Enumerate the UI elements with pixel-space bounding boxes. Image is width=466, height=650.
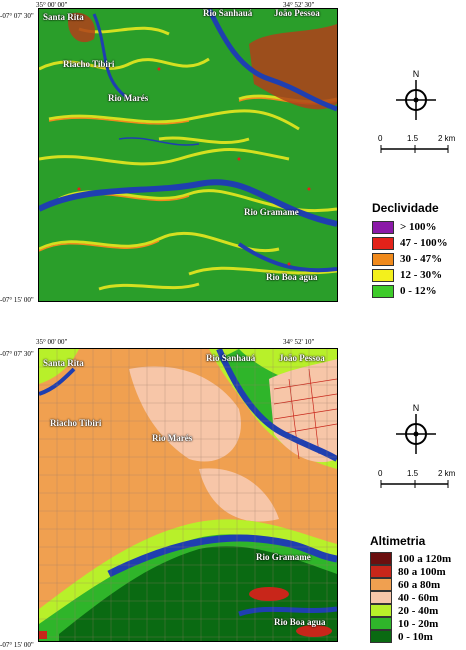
- map2-label-santa-rita: Santa Rita: [43, 358, 84, 368]
- legend-label: 30 - 47%: [400, 253, 443, 265]
- map1-coord-top-left: 35° 00' 00": [36, 1, 68, 9]
- legend-label: 0 - 10m: [398, 630, 433, 643]
- legend-label: 40 - 60m: [398, 591, 439, 604]
- legend-swatch: [372, 236, 394, 250]
- map1-label-rio-sanhaua: Rio Sanhauá: [203, 8, 253, 18]
- elevation-legend: Altimetria 100 a 120m 80 a 100m 60 a 80m…: [370, 534, 451, 643]
- legend-swatch: [370, 578, 392, 591]
- legend-swatch: [370, 591, 392, 604]
- map1-label-rio-gramame: Rio Gramame: [244, 207, 299, 217]
- north-arrow-icon: N: [386, 402, 446, 462]
- map1-label-riacho-tibiri: Riacho Tibiri: [63, 59, 115, 69]
- scale-bar-1: 0 1.5 2 km: [378, 134, 458, 164]
- map2-coord-top-right: 34° 52' 10": [283, 338, 315, 346]
- scale-label-end: 2 km: [438, 469, 456, 478]
- map1-label-santa-rita: Santa Rita: [43, 12, 84, 22]
- map2-coord-top-left: 35° 00' 00": [36, 338, 68, 346]
- legend-label: 60 a 80m: [398, 578, 441, 591]
- map2-label-rio-boa-agua: Rio Boa agua: [274, 617, 326, 627]
- legend-swatch: [370, 565, 392, 578]
- elevation-map: [38, 348, 338, 642]
- legend-item: 60 a 80m: [370, 578, 451, 591]
- legend-item: 0 - 12%: [372, 283, 448, 299]
- legend-label: 20 - 40m: [398, 604, 439, 617]
- legend-swatch: [372, 284, 394, 298]
- legend-label: > 100%: [400, 221, 437, 233]
- north-arrow-icon: N: [386, 68, 446, 128]
- map2-label-rio-mares: Rio Marés: [152, 433, 193, 443]
- map2-coord-left-bottom: -07° 15' 00": [0, 641, 34, 649]
- legend-swatch: [372, 268, 394, 282]
- map2-label-joao-pessoa: João Pessoa: [279, 353, 325, 363]
- map1-coord-top-right: 34° 52' 30": [283, 1, 315, 9]
- legend-item: 12 - 30%: [372, 267, 448, 283]
- legend-item: 100 a 120m: [370, 552, 451, 565]
- legend-item: > 100%: [372, 219, 448, 235]
- scale-label-end: 2 km: [438, 134, 456, 143]
- legend-swatch: [370, 617, 392, 630]
- legend-title: Altimetria: [370, 534, 426, 548]
- legend-label: 100 a 120m: [398, 552, 452, 565]
- map2-label-rio-sanhaua: Rio Sanhauá: [206, 353, 256, 363]
- legend-item: 80 a 100m: [370, 565, 451, 578]
- legend-swatch: [372, 220, 394, 234]
- scale-label-0: 0: [378, 469, 383, 478]
- legend-item: 47 - 100%: [372, 235, 448, 251]
- legend-title: Declividade: [372, 201, 439, 215]
- map2-label-riacho-tibiri: Riacho Tibiri: [50, 418, 102, 428]
- legend-label: 47 - 100%: [400, 237, 448, 249]
- map1-coord-left-bottom: -07° 15' 00": [0, 296, 34, 304]
- map2-coord-left-top: -07° 07' 30": [0, 350, 34, 358]
- legend-item: 10 - 20m: [370, 617, 451, 630]
- legend-item: 0 - 10m: [370, 630, 451, 643]
- legend-label: 0 - 12%: [400, 285, 437, 297]
- legend-label: 12 - 30%: [400, 269, 443, 281]
- map2-label-rio-gramame: Rio Gramame: [256, 552, 311, 562]
- slope-legend: Declividade > 100% 47 - 100% 30 - 47% 12…: [372, 201, 448, 299]
- slope-map: [38, 8, 338, 302]
- scale-label-mid: 1.5: [407, 469, 419, 478]
- map1-label-rio-mares: Rio Marés: [108, 93, 149, 103]
- legend-item: 30 - 47%: [372, 251, 448, 267]
- scale-bar-2: 0 1.5 2 km: [378, 469, 458, 499]
- legend-label: 80 a 100m: [398, 565, 446, 578]
- map1-label-joao-pessoa: João Pessoa: [274, 8, 320, 18]
- north-label: N: [413, 403, 420, 413]
- legend-item: 20 - 40m: [370, 604, 451, 617]
- legend-swatch: [370, 552, 392, 565]
- north-label: N: [413, 69, 420, 79]
- legend-swatch: [372, 252, 394, 266]
- legend-item: 40 - 60m: [370, 591, 451, 604]
- legend-swatch: [370, 604, 392, 617]
- scale-label-0: 0: [378, 134, 383, 143]
- map1-label-rio-boa-agua: Rio Boa agua: [266, 272, 318, 282]
- scale-label-mid: 1.5: [407, 134, 419, 143]
- legend-label: 10 - 20m: [398, 617, 439, 630]
- map1-coord-left-top: -07° 07' 30": [0, 12, 34, 20]
- legend-swatch: [370, 630, 392, 643]
